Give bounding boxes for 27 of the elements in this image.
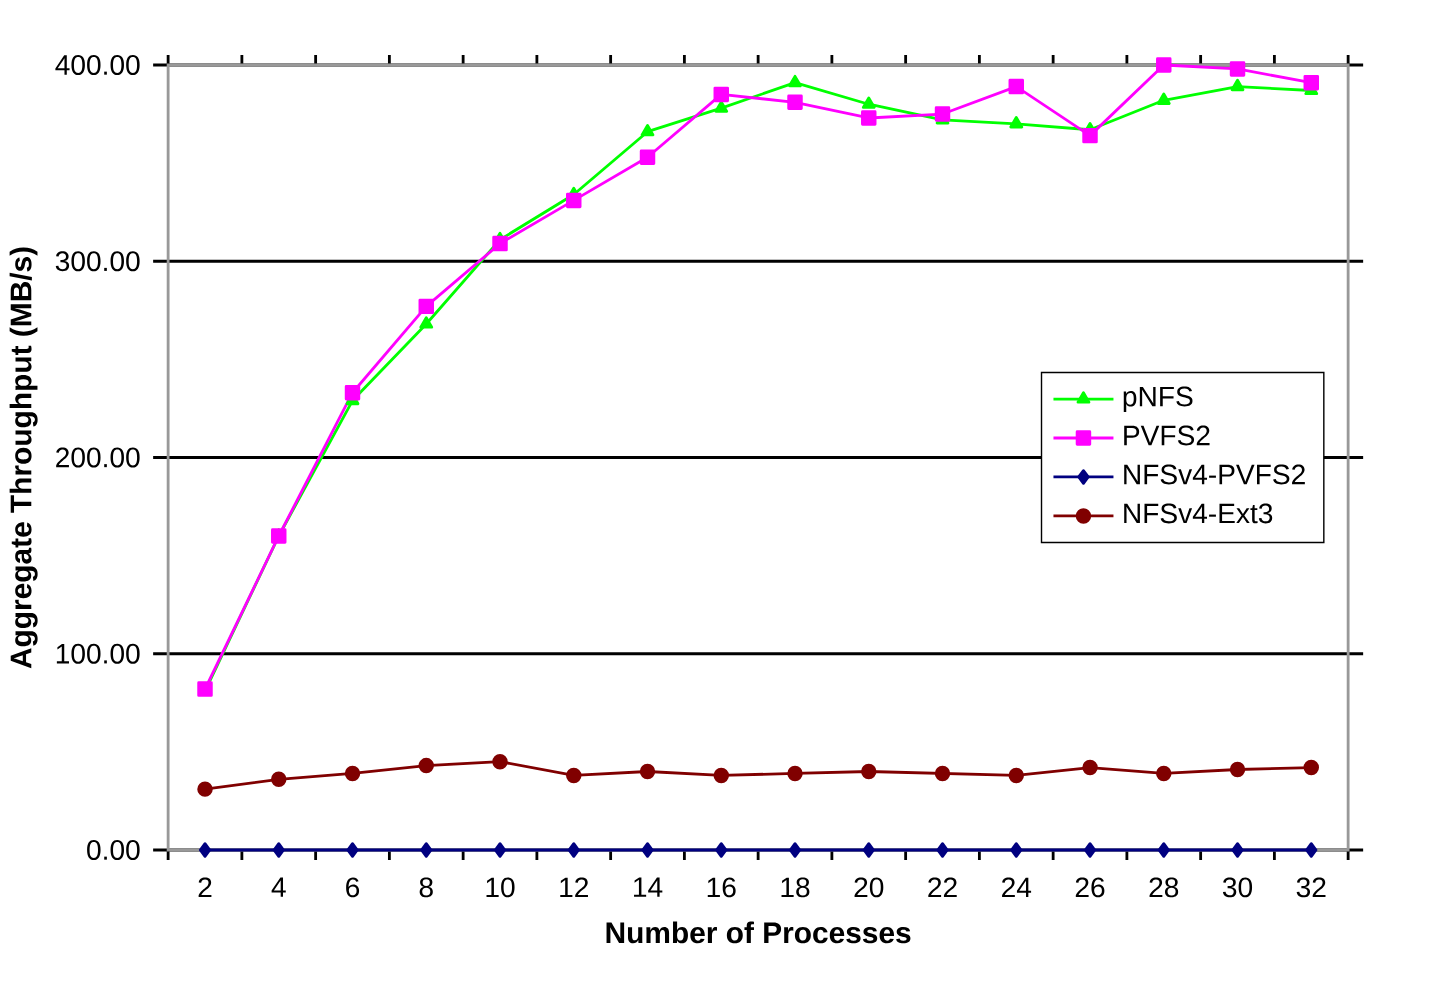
legend-label: PVFS2	[1124, 425, 1210, 446]
legend-label: pNFS	[1123, 386, 1193, 413]
x-tick-label: 8	[419, 877, 433, 898]
x-tick-label: 4	[271, 877, 286, 897]
y-axis-title: Aggregate Throughput (MB/s)	[9, 247, 38, 669]
x-tick-label: 14	[634, 877, 663, 897]
x-tick-label: 32	[1296, 877, 1326, 898]
y-tick-label: 100.00	[56, 643, 140, 664]
x-axis-title: Number of Processes	[606, 921, 911, 944]
x-tick-label: 20	[854, 877, 884, 898]
legend-label: NFSv4-PVFS2	[1124, 464, 1305, 485]
x-tick-label: 28	[1149, 877, 1179, 898]
x-tick-label: 30	[1222, 877, 1253, 898]
x-tick-label: 24	[1002, 877, 1032, 898]
x-tick-label: 12	[560, 877, 588, 898]
x-tick-label: 26	[1075, 877, 1105, 898]
x-tick-label: 2	[198, 877, 212, 898]
x-tick-label: 18	[781, 877, 810, 898]
y-tick-label: 200.00	[56, 447, 140, 468]
y-tick-label: 400.00	[55, 55, 140, 75]
x-tick-label: 10	[486, 877, 515, 898]
legend-label: NFSv4-Ext3	[1124, 503, 1273, 524]
x-tick-label: 6	[346, 877, 360, 898]
x-tick-label: 16	[707, 877, 736, 898]
y-tick-label: 0.00	[87, 840, 140, 860]
y-tick-label: 300.00	[55, 251, 140, 272]
x-tick-label: 22	[928, 877, 957, 898]
